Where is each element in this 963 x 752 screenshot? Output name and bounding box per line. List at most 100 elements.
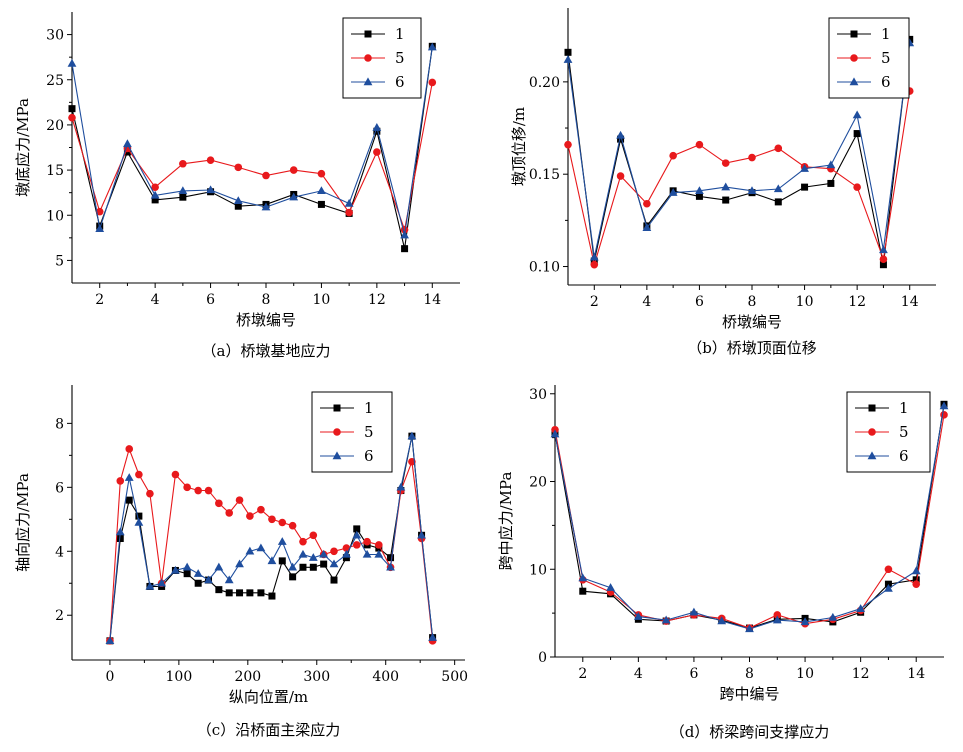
data-point xyxy=(234,163,243,172)
data-point xyxy=(288,521,297,530)
legend: 1 5 6 xyxy=(846,391,931,473)
x-tick-label: 2 xyxy=(95,292,104,308)
data-point xyxy=(234,202,242,210)
legend: 1 5 6 xyxy=(311,391,393,473)
data-point xyxy=(235,496,244,504)
data-point xyxy=(214,562,224,571)
data-point xyxy=(289,166,298,174)
legend-label: 6 xyxy=(395,73,405,91)
data-point xyxy=(95,207,104,216)
y-axis-label: 墩顶位移/m xyxy=(510,107,528,186)
data-point xyxy=(801,183,809,191)
data-point xyxy=(550,429,560,438)
data-point xyxy=(579,587,587,595)
chart-panel-1: 2 4 6 8 10 12 1451015202530桥墩编号墩底应力/MPa（a）桥墩基地… xyxy=(14,12,460,360)
data-point xyxy=(352,541,361,549)
legend-label: 6 xyxy=(364,447,374,465)
data-point xyxy=(589,252,599,261)
data-point xyxy=(387,554,395,562)
series-line xyxy=(567,43,911,258)
data-point xyxy=(67,58,77,67)
legend-label: 1 xyxy=(881,25,891,43)
data-point xyxy=(183,570,191,578)
data-point xyxy=(396,482,406,491)
data-point xyxy=(912,576,920,584)
data-point xyxy=(695,140,704,149)
data-point xyxy=(330,576,338,584)
data-point xyxy=(417,530,426,539)
legend-marker xyxy=(867,451,877,460)
x-tick-label: 6 xyxy=(689,666,698,682)
x-tick-label: 2 xyxy=(590,294,599,310)
data-point xyxy=(853,130,861,138)
data-point xyxy=(246,512,254,520)
data-point xyxy=(590,260,599,269)
y-tick-label: 0.20 xyxy=(529,75,560,91)
data-point xyxy=(939,401,949,410)
data-point xyxy=(215,586,223,594)
data-point xyxy=(661,615,671,624)
legend-marker xyxy=(850,54,858,62)
data-point xyxy=(800,164,809,172)
data-point xyxy=(879,245,888,254)
legend-label: 5 xyxy=(899,423,909,441)
legend-label: 1 xyxy=(395,25,405,43)
data-point xyxy=(68,105,76,113)
data-point xyxy=(225,589,233,597)
data-point xyxy=(179,193,187,201)
x-tick-label: 12 xyxy=(852,666,870,682)
legend-label: 5 xyxy=(364,423,374,441)
data-point xyxy=(215,499,223,508)
y-tick-label: 6 xyxy=(55,480,64,496)
data-point xyxy=(748,153,756,162)
data-point xyxy=(309,563,317,571)
series-6 xyxy=(563,38,915,261)
data-point xyxy=(319,549,329,558)
data-point xyxy=(695,186,704,195)
data-point xyxy=(695,192,703,200)
data-point xyxy=(268,515,276,524)
chart-caption: （a）桥墩基地应力 xyxy=(202,342,331,360)
x-tick-label: 300 xyxy=(303,669,330,685)
x-tick-label: 14 xyxy=(423,292,441,308)
data-point xyxy=(717,616,727,625)
data-point xyxy=(721,159,730,167)
data-point xyxy=(268,592,276,600)
legend-marker xyxy=(364,30,372,38)
data-point xyxy=(773,611,782,619)
data-point xyxy=(298,549,308,558)
data-point xyxy=(616,130,625,139)
data-point xyxy=(342,549,351,558)
data-point xyxy=(879,261,887,269)
data-point xyxy=(267,556,277,565)
legend-marker xyxy=(333,404,341,412)
data-point xyxy=(616,172,625,180)
data-point xyxy=(773,184,783,193)
series-line xyxy=(109,447,434,641)
data-point xyxy=(428,633,437,641)
data-point xyxy=(233,196,243,204)
x-tick-label: 8 xyxy=(745,666,754,682)
legend: 1 5 6 xyxy=(828,17,910,99)
data-point xyxy=(194,486,202,495)
data-point xyxy=(353,525,361,533)
y-tick-label: 10 xyxy=(46,208,64,224)
data-point xyxy=(852,110,862,119)
data-point xyxy=(289,573,297,581)
data-point xyxy=(774,198,782,206)
data-point xyxy=(151,183,159,192)
data-point xyxy=(183,483,191,492)
data-point xyxy=(772,615,782,624)
series-5 xyxy=(68,78,437,234)
y-tick-label: 30 xyxy=(529,387,547,403)
legend-marker xyxy=(333,428,341,436)
data-point xyxy=(800,617,810,626)
y-tick-label: 10 xyxy=(529,562,547,578)
x-tick-label: 4 xyxy=(151,292,160,308)
data-point xyxy=(278,518,287,527)
data-point xyxy=(375,541,383,549)
data-point xyxy=(204,575,213,584)
y-tick-label: 0.15 xyxy=(529,167,560,183)
data-point xyxy=(277,537,287,545)
